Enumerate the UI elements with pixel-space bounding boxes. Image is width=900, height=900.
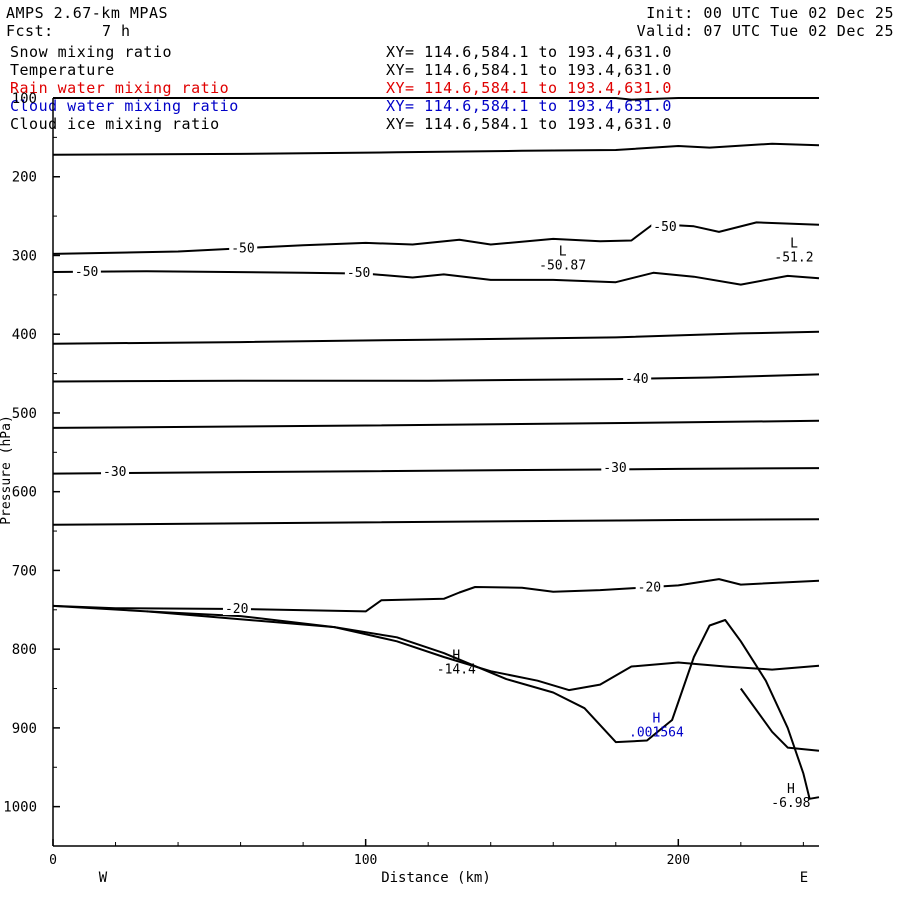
x-tick-label-2: 200 [667,853,690,868]
series-line-8 [52,518,820,526]
legend-snow-name: Snow mixing ratio [10,43,173,61]
extremum-value-1: -51.2 [774,251,813,266]
contour-label-bg-3 [344,264,373,279]
y-tick-label-7: 800 [12,642,37,658]
y-tick-label-0: 100 [12,91,37,107]
legend-snow-xy: XY= 114.6,584.1 to 193.4,631.0 [386,43,672,61]
y-axis-title: Pressure (hPa) [0,415,14,525]
series-line-7 [52,467,820,475]
axis-layer: 100 200 300 400 500 600 700 800 900 1000 0 100 200 W E… [0,91,819,886]
x-axis-title: Distance (km) [381,870,491,886]
extremum-value-3: .001564 [629,725,684,740]
extremum-mark-2: H [452,648,460,663]
series-line-12 [739,687,820,752]
y-tick-label-4: 500 [12,406,37,422]
contour-label-8: -20 [638,581,661,596]
contour-label-bg-6 [601,460,630,475]
contour-label-7: -20 [225,602,248,617]
y-tick-label-6: 700 [12,563,37,579]
contour-label-bg-7 [222,601,251,616]
model-title: AMPS 2.67-km MPAS [6,4,169,22]
forecast-hour: 7 h [102,22,131,40]
extremum-mark-4: H [787,782,795,797]
contour-label-bg-0 [229,240,258,255]
x-tick-label-1: 100 [354,853,377,868]
legend-temperature-name: Temperature [10,61,115,79]
contour-label-5: -30 [103,465,126,480]
contour-label-6: -30 [603,461,626,476]
contour-label-4: -40 [625,372,648,387]
series-line-11 [146,610,820,692]
series-line-5 [52,373,820,383]
series-line-4 [52,330,820,345]
extremum-mark-1: L [790,237,798,252]
legend-rain-name: Rain water mixing ratio [10,79,230,97]
series-line-10 [52,604,820,800]
label-layer: -50-50-50 -50-40-30 -30-20-20L-50.87L-51.2… [72,219,814,811]
legend-cloudwater-name: Cloud water mixing ratio [10,97,239,115]
y-tick-label-8: 900 [12,721,37,737]
contour-label-bg-4 [623,371,652,386]
series-line-0 [53,97,819,101]
series-line-6 [52,419,820,429]
legend-cloudwater-xy: XY= 114.6,584.1 to 193.4,631.0 [386,97,672,115]
legend-rain-xy: XY= 114.6,584.1 to 193.4,631.0 [386,79,672,97]
series-line-2 [52,221,820,255]
y-tick-label-5: 600 [12,485,37,501]
series-layer [52,97,820,800]
x-end-label-west: W [99,870,108,886]
extremum-value-4: -6.98 [771,796,810,811]
contour-label-0: -50 [231,241,254,256]
series-line-9 [52,578,820,613]
contour-label-bg-8 [635,579,664,594]
valid-time: Valid: 07 UTC Tue 02 Dec 25 [636,22,894,40]
x-end-label-east: E [800,870,808,886]
y-tick-label-9: 1000 [3,800,37,816]
contour-label-1: -50 [653,220,676,235]
extremum-mark-0: L [559,244,567,259]
legend-cloudice-xy: XY= 114.6,584.1 to 193.4,631.0 [386,115,672,133]
extremum-value-2: -14.4 [437,662,476,677]
contour-label-3: -50 [347,266,370,281]
x-tick-label-0: 0 [49,853,57,868]
y-tick-label-3: 400 [12,327,37,343]
extremum-value-0: -50.87 [539,258,586,273]
legend-cloudice-name: Cloud ice mixing ratio [10,115,220,133]
legend-temperature-xy: XY= 114.6,584.1 to 193.4,631.0 [386,61,672,79]
contour-label-bg-1 [651,219,680,234]
contour-label-bg-2 [72,264,101,279]
y-tick-label-2: 300 [12,248,37,264]
contour-label-2: -50 [75,265,98,280]
extremum-mark-3: H [653,711,661,726]
contour-label-bg-5 [101,464,130,478]
series-line-3 [52,270,820,286]
series-line-1 [52,142,820,156]
init-time: Init: 00 UTC Tue 02 Dec 25 [646,4,894,22]
forecast-label: Fcst: [6,22,54,40]
y-tick-label-1: 200 [12,170,37,186]
